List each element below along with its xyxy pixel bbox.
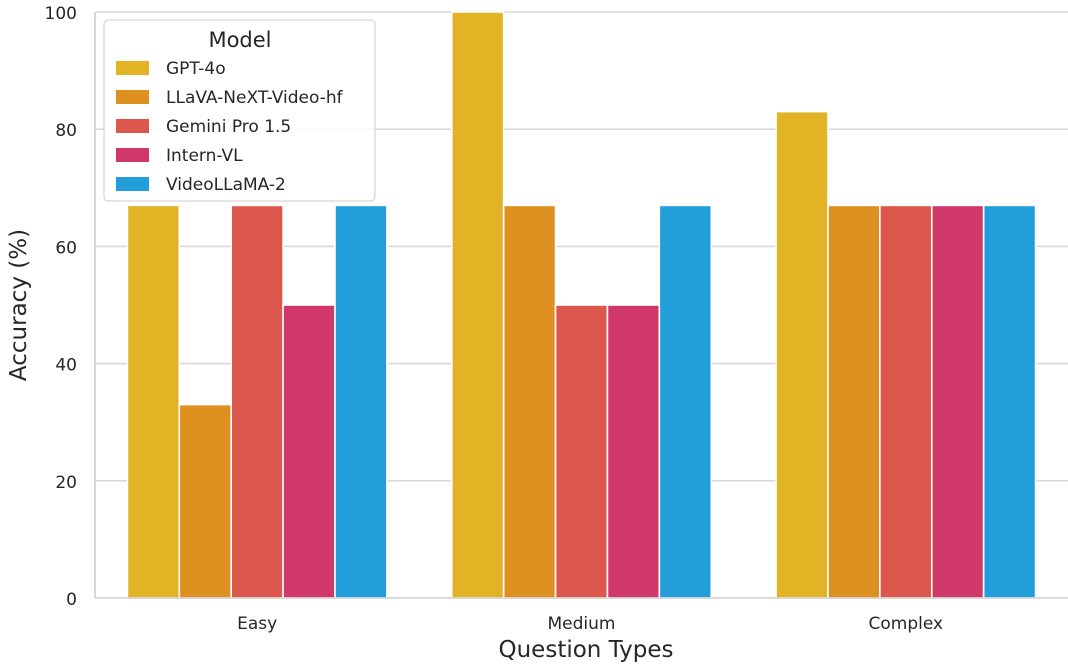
bar-intern-vl-complex [930, 204, 985, 599]
legend-swatch [116, 61, 149, 75]
y-tick-label: 20 [55, 473, 77, 493]
bar-videollama-2-easy [334, 204, 388, 599]
bar-llava-next-video-hf-medium [502, 204, 557, 599]
legend-label: VideoLLaMA-2 [166, 175, 286, 195]
legend-swatch [116, 119, 149, 133]
bar-intern-vl-medium [606, 304, 661, 599]
legend: Model GPT-4o LLaVA-NeXT-Video-hf Gemini Pr… [103, 19, 376, 202]
bar-gpt-4o-medium [450, 11, 505, 599]
bar-intern-vl-easy [282, 304, 336, 599]
bars [126, 11, 1037, 599]
x-axis-label: Question Types [499, 637, 674, 663]
legend-swatch [116, 148, 149, 162]
bar-llava-next-video-hf-easy [178, 403, 233, 599]
y-tick-label: 80 [55, 121, 77, 141]
y-axis-label: Accuracy (%) [6, 229, 32, 381]
bar-llava-next-video-hf-complex [827, 204, 881, 599]
bar-gpt-4o-easy [126, 204, 181, 599]
bar-gemini-pro-1-5-complex [879, 204, 933, 599]
x-tick-label: Medium [548, 614, 616, 634]
bar-videollama-2-medium [658, 204, 713, 599]
y-tick-label: 0 [66, 590, 77, 610]
legend-label: Gemini Pro 1.5 [166, 117, 291, 137]
axes: 0 20 40 60 80 100 Easy Medium Complex [45, 4, 1068, 634]
y-tick-label: 40 [55, 356, 77, 376]
legend-label: LLaVA-NeXT-Video-hf [166, 88, 344, 108]
legend-label: Intern-VL [166, 146, 243, 166]
legend-title: Model [208, 28, 271, 52]
x-tick-label: Complex [869, 614, 944, 634]
y-tick-label: 100 [45, 4, 77, 24]
y-tick-label: 60 [55, 238, 77, 258]
bar-gpt-4o-complex [775, 110, 829, 599]
bar-gemini-pro-1-5-medium [554, 304, 609, 599]
legend-frame [103, 19, 376, 202]
legend-items: GPT-4o LLaVA-NeXT-Video-hf Gemini Pro 1.5 I… [116, 59, 344, 195]
bar-gemini-pro-1-5-easy [230, 204, 284, 599]
legend-label: GPT-4o [166, 59, 226, 79]
x-tick-label: Easy [237, 614, 277, 634]
bar-videollama-2-complex [982, 204, 1037, 599]
legend-swatch [116, 177, 149, 191]
legend-swatch [116, 90, 149, 104]
